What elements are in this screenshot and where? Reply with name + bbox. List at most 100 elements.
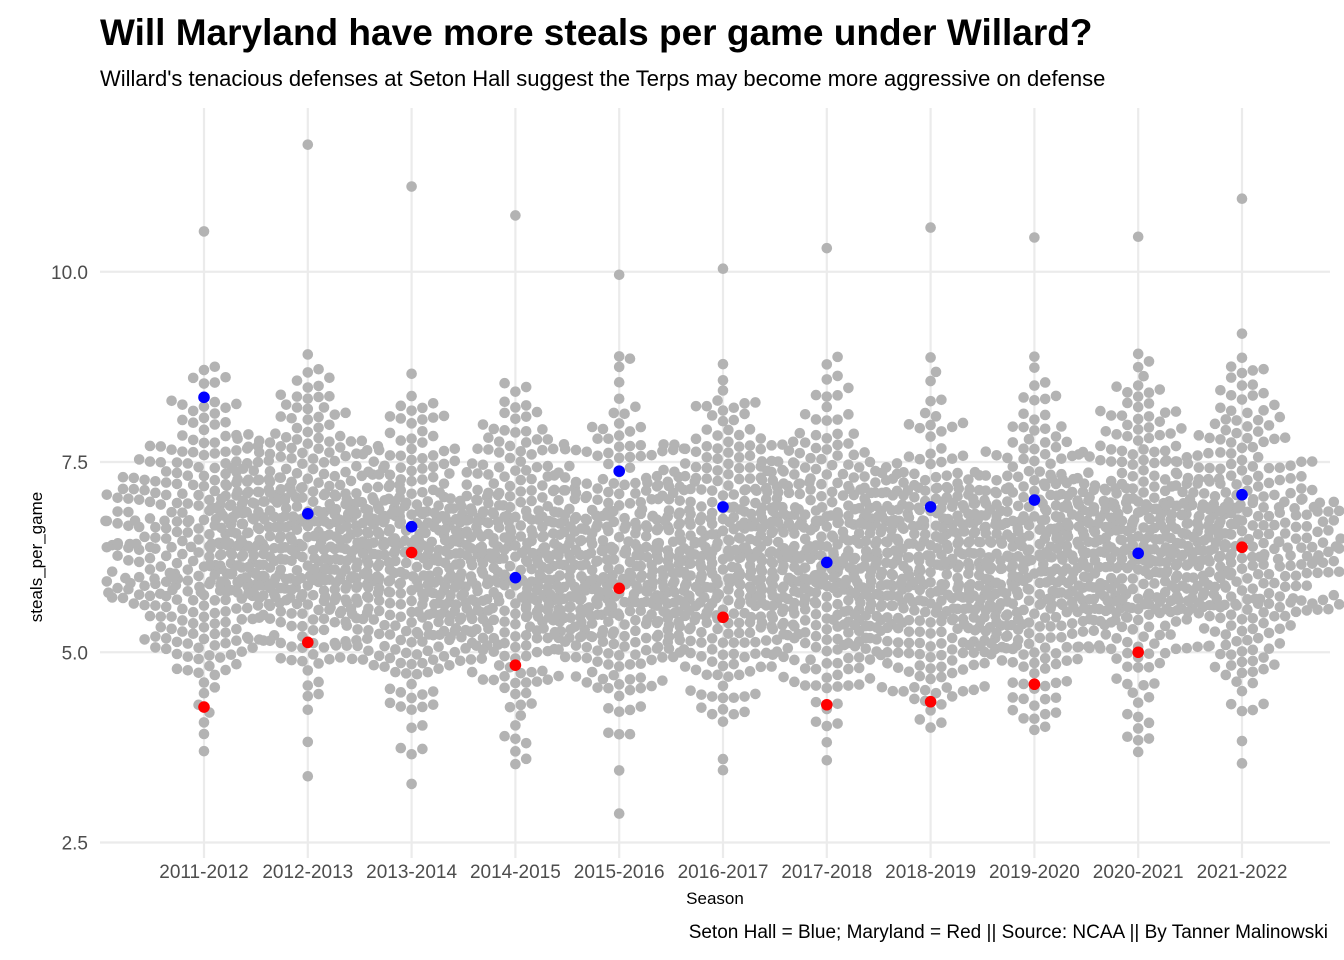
team-point (264, 487, 276, 499)
team-point (373, 558, 385, 570)
team-point (427, 412, 439, 423)
team-point (730, 544, 741, 556)
team-point (663, 505, 675, 516)
team-point (373, 595, 385, 606)
team-point (570, 651, 582, 663)
team-point (1023, 519, 1035, 531)
team-point (319, 563, 331, 575)
team-point (799, 680, 811, 691)
team-point (493, 522, 505, 533)
team-point (177, 615, 188, 626)
team-point (964, 536, 975, 547)
team-point (280, 463, 292, 475)
team-point (429, 521, 440, 533)
team-point (586, 666, 598, 678)
team-point (1193, 597, 1205, 608)
team-point (356, 435, 368, 447)
team-point (1039, 393, 1051, 405)
team-point (1272, 553, 1284, 565)
team-point (1161, 500, 1172, 511)
team-point (690, 600, 702, 612)
team-point (144, 513, 156, 524)
team-point (209, 628, 221, 640)
team-point (613, 729, 625, 740)
team-point (642, 614, 653, 625)
team-point (1095, 405, 1106, 417)
team-point (1089, 526, 1101, 538)
team-point (870, 477, 881, 488)
team-point (155, 621, 167, 633)
team-point (799, 663, 811, 674)
team-point (1204, 599, 1215, 611)
team-point (520, 411, 532, 422)
team-point (1269, 519, 1280, 531)
team-point (1182, 518, 1194, 529)
team-point (472, 495, 483, 506)
team-point (488, 632, 500, 644)
team-point (264, 476, 276, 488)
team-point (991, 627, 1002, 638)
team-point (996, 586, 1008, 597)
team-point (431, 552, 442, 563)
team-point (828, 572, 839, 583)
team-point (225, 649, 237, 661)
team-point (198, 226, 210, 237)
team-point (1247, 666, 1259, 678)
team-point (980, 446, 992, 457)
team-point (821, 401, 833, 413)
team-point (936, 649, 947, 661)
team-point (264, 437, 276, 448)
team-point (613, 393, 625, 405)
team-point (466, 637, 478, 649)
team-point (254, 559, 265, 571)
team-point (144, 564, 156, 575)
team-point (1023, 627, 1035, 639)
team-point (1034, 588, 1046, 600)
team-point (613, 650, 625, 661)
team-point (963, 474, 974, 485)
team-point (510, 210, 521, 221)
team-point (231, 398, 242, 410)
team-point (279, 495, 291, 506)
team-point (520, 437, 532, 448)
team-point (1140, 499, 1152, 510)
team-point (701, 440, 713, 452)
team-point (685, 685, 696, 696)
team-point (980, 556, 992, 568)
team-point (1039, 680, 1051, 692)
team-point (1236, 367, 1248, 379)
team-point (958, 502, 970, 514)
team-point (848, 472, 860, 483)
team-point (422, 666, 434, 678)
team-point (187, 446, 199, 458)
team-point (324, 447, 335, 458)
team-point (787, 436, 799, 448)
team-point (603, 727, 614, 739)
team-point (1105, 643, 1117, 655)
team-point (744, 666, 756, 677)
team-point (1225, 518, 1237, 530)
team-point (352, 624, 363, 635)
team-point (187, 606, 199, 618)
team-point (307, 496, 319, 507)
team-point (144, 440, 156, 452)
team-point (914, 648, 926, 660)
team-point (1273, 536, 1284, 547)
team-point (510, 465, 521, 476)
team-point (1296, 471, 1307, 482)
team-point (1127, 449, 1139, 460)
team-point (925, 395, 936, 407)
team-point (243, 474, 254, 486)
team-point (925, 419, 936, 431)
team-point (663, 550, 675, 561)
team-point (1171, 590, 1183, 602)
team-point (1177, 580, 1188, 592)
team-point (1171, 604, 1183, 616)
team-point (423, 586, 435, 597)
team-point (706, 598, 718, 609)
team-point (510, 688, 521, 700)
team-point (264, 582, 276, 594)
team-point (843, 627, 854, 638)
team-point (914, 584, 926, 596)
